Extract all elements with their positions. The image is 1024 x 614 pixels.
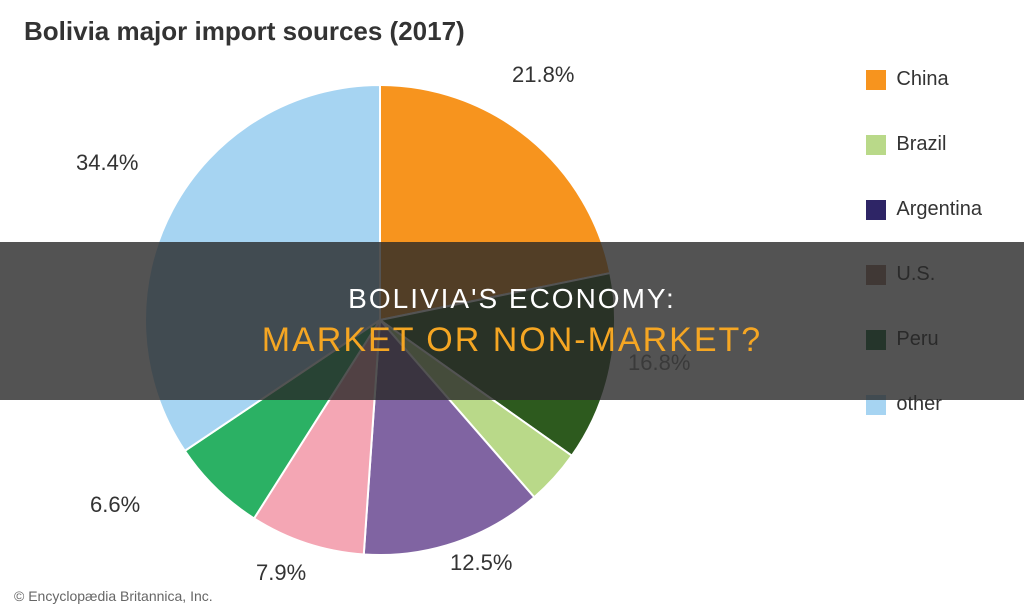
legend-swatch [866,70,886,90]
overlay-line1: BOLIVIA'S ECONOMY: [348,283,676,315]
chart-container: Bolivia major import sources (2017) 21.8… [0,0,1024,614]
legend-item: China [866,68,982,91]
legend-label: Argentina [896,198,982,221]
legend-label: Brazil [896,133,946,156]
overlay-banner: BOLIVIA'S ECONOMY: MARKET OR NON-MARKET? [0,242,1024,400]
legend-swatch [866,135,886,155]
overlay-line2: MARKET OR NON-MARKET? [262,321,762,360]
slice-label: 34.4% [76,150,138,176]
legend-item: Argentina [866,198,982,221]
slice-label: 12.5% [450,550,512,576]
copyright-text: © Encyclopædia Britannica, Inc. [14,588,213,604]
legend-label: China [896,68,948,91]
slice-label: 21.8% [512,62,574,88]
legend-swatch [866,200,886,220]
slice-label: 7.9% [256,560,306,586]
slice-label: 6.6% [90,492,140,518]
chart-title: Bolivia major import sources (2017) [24,16,465,47]
legend-item: Brazil [866,133,982,156]
